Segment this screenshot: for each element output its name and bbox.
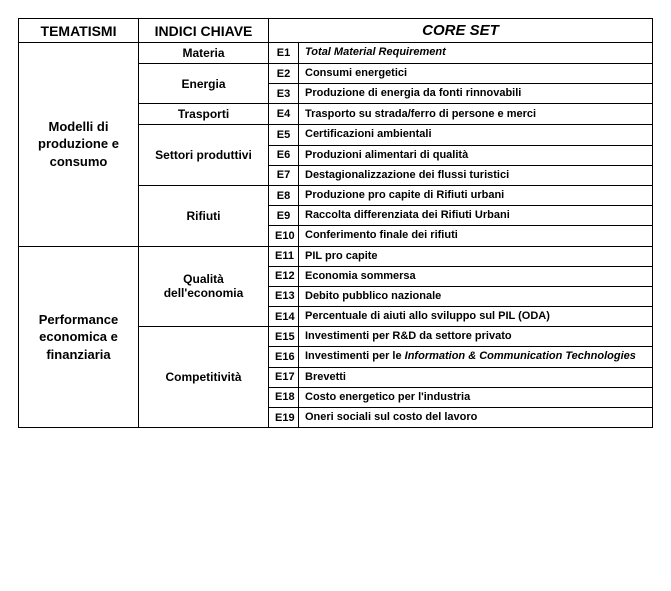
core-cell: Total Material Requirement (299, 43, 653, 64)
code-cell: E11 (269, 246, 299, 266)
code-cell: E6 (269, 145, 299, 165)
code-cell: E19 (269, 408, 299, 428)
core-cell: Investimenti per R&D da settore privato (299, 327, 653, 347)
core-cell: Percentuale di aiuti allo sviluppo sul P… (299, 307, 653, 327)
indice-cell: Rifiuti (139, 185, 269, 246)
table-row: Performance economica e finanziariaQuali… (19, 246, 653, 266)
header-tematismi: TEMATISMI (19, 19, 139, 43)
code-cell: E17 (269, 367, 299, 387)
core-cell: Debito pubblico nazionale (299, 286, 653, 306)
indice-cell: Settori produttivi (139, 125, 269, 186)
core-cell: Consumi energetici (299, 64, 653, 84)
code-cell: E3 (269, 84, 299, 104)
code-cell: E14 (269, 307, 299, 327)
header-row: TEMATISMI INDICI CHIAVE CORE SET (19, 19, 653, 43)
code-cell: E2 (269, 64, 299, 84)
code-cell: E16 (269, 347, 299, 367)
code-cell: E13 (269, 286, 299, 306)
core-cell: Destagionalizzazione dei flussi turistic… (299, 165, 653, 185)
indice-cell: Energia (139, 64, 269, 104)
core-cell: Costo energetico per l'industria (299, 387, 653, 407)
tematismo-cell: Performance economica e finanziaria (19, 246, 139, 428)
indice-cell: Trasporti (139, 104, 269, 125)
indicator-table: TEMATISMI INDICI CHIAVE CORE SET Modelli… (18, 18, 653, 428)
code-cell: E7 (269, 165, 299, 185)
core-cell: Investimenti per le Information & Commun… (299, 347, 653, 367)
code-cell: E5 (269, 125, 299, 145)
indice-cell: Qualità dell'economia (139, 246, 269, 327)
code-cell: E1 (269, 43, 299, 64)
code-cell: E12 (269, 266, 299, 286)
indice-cell: Competitività (139, 327, 269, 428)
header-indici: INDICI CHIAVE (139, 19, 269, 43)
core-cell: PIL pro capite (299, 246, 653, 266)
indice-cell: Materia (139, 43, 269, 64)
code-cell: E18 (269, 387, 299, 407)
core-cell: Economia sommersa (299, 266, 653, 286)
code-cell: E9 (269, 206, 299, 226)
core-cell: Brevetti (299, 367, 653, 387)
code-cell: E8 (269, 185, 299, 205)
core-cell: Raccolta differenziata dei Rifiuti Urban… (299, 206, 653, 226)
core-cell: Conferimento finale dei rifiuti (299, 226, 653, 246)
code-cell: E4 (269, 104, 299, 125)
table-body: Modelli di produzione e consumoMateriaE1… (19, 43, 653, 428)
core-cell: Produzioni alimentari di qualità (299, 145, 653, 165)
core-cell: Oneri sociali sul costo del lavoro (299, 408, 653, 428)
code-cell: E10 (269, 226, 299, 246)
tematismo-cell: Modelli di produzione e consumo (19, 43, 139, 247)
core-cell: Produzione pro capite di Rifiuti urbani (299, 185, 653, 205)
core-cell: Certificazioni ambientali (299, 125, 653, 145)
core-cell: Produzione di energia da fonti rinnovabi… (299, 84, 653, 104)
code-cell: E15 (269, 327, 299, 347)
header-coreset: CORE SET (269, 19, 653, 43)
core-cell: Trasporto su strada/ferro di persone e m… (299, 104, 653, 125)
table-row: Modelli di produzione e consumoMateriaE1… (19, 43, 653, 64)
